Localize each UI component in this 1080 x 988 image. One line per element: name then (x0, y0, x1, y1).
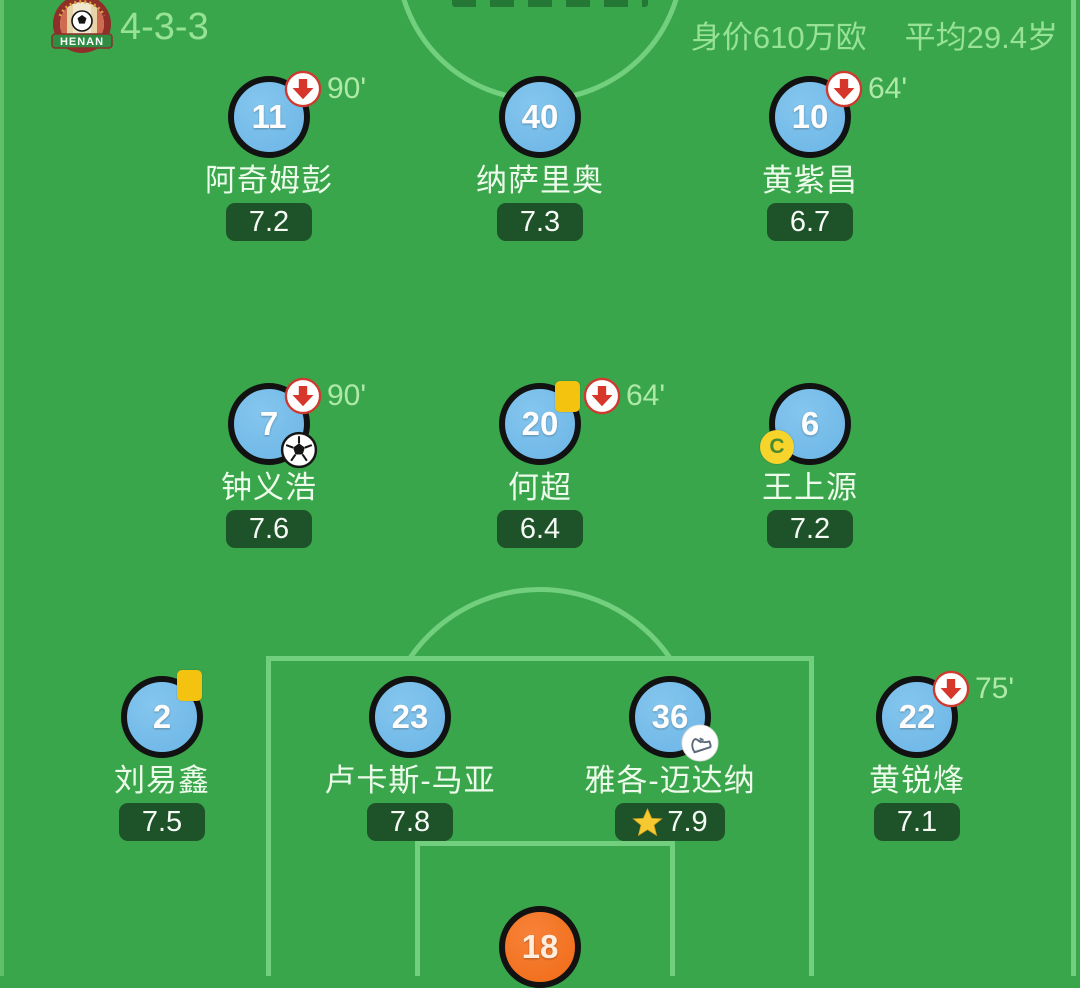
status-badges: 75' (932, 670, 1014, 708)
sub-minute-label: 90' (327, 379, 367, 412)
player-number-circle[interactable]: 40 (499, 76, 581, 158)
motm-star-icon (632, 807, 664, 836)
player-number-circle[interactable]: 22 (876, 676, 958, 758)
left-sideline (0, 0, 4, 976)
rating-value: 6.4 (519, 512, 561, 545)
goal-ball-icon (280, 431, 318, 469)
player-rating-badge: 6.4 (497, 510, 583, 548)
player[interactable]: 23 卢卡斯-马亚 7.8 (310, 676, 510, 841)
logo-team-name: HENAN (60, 36, 104, 48)
player-number: 36 (651, 698, 689, 735)
henan-team-logo[interactable]: HENAN (50, 0, 114, 58)
logo-football-icon (71, 10, 93, 32)
player-name: 黄锐烽 (869, 763, 965, 798)
player-rating-badge: 7.1 (874, 803, 960, 841)
player-number-circle[interactable]: 23 (369, 676, 451, 758)
yellow-card-icon (177, 670, 202, 701)
rating-value: 7.8 (389, 805, 431, 838)
player-name: 钟义浩 (221, 470, 317, 505)
player-number: 20 (521, 405, 559, 442)
status-badges: 90' (284, 377, 366, 415)
player-rating-badge: 7.6 (226, 510, 312, 548)
right-sideline (1071, 0, 1076, 976)
logo-stripes (60, 2, 104, 38)
sub-out-icon (284, 70, 322, 108)
rating-value: 7.2 (789, 512, 831, 545)
team-stats: 身价610万欧 平均29.4岁 (691, 12, 1058, 57)
status-badges: 64' (555, 377, 665, 415)
player-name: 刘易鑫 (114, 763, 210, 798)
player-number-circle[interactable]: 18 (499, 906, 581, 988)
player[interactable]: 2 刘易鑫 7.5 (62, 670, 262, 841)
yellow-card-icon (555, 380, 580, 412)
sub-minute-label: 64' (626, 379, 666, 412)
goal-area-line (415, 841, 675, 976)
player-number: 6 (800, 405, 820, 442)
player-number: 2 (152, 698, 172, 735)
player[interactable]: 6 C 王上源 7.2 (710, 383, 910, 548)
player-name: 黄紫昌 (762, 163, 858, 198)
player-name: 王上源 (762, 470, 858, 505)
player[interactable]: 36 雅各-迈达纳 7.9 (570, 676, 770, 841)
player-rating-badge: 6.7 (767, 203, 853, 241)
rating-value: 7.9 (667, 805, 708, 838)
player-rating-badge: 7.2 (767, 510, 853, 548)
sub-minute-label: 75' (975, 672, 1015, 705)
average-age-label: 平均29.4岁 (904, 20, 1058, 55)
logo-gold-arc-text (58, 0, 106, 17)
market-value-label: 身价610万欧 (690, 20, 867, 55)
player-name: 卢卡斯-马亚 (324, 763, 496, 798)
formation-label: 4-3-3 (120, 6, 209, 48)
player-name: 阿奇姆彭 (205, 163, 333, 198)
player[interactable]: 75' 22 黄锐烽 7.1 (817, 670, 1017, 841)
cropped-title-remnant (452, 0, 648, 7)
captain-badge: C (760, 430, 794, 464)
sub-minute-label: 90' (327, 72, 367, 105)
player[interactable]: 90' 7 钟义浩 7.6 (169, 377, 369, 548)
rating-value: 7.6 (248, 512, 290, 545)
player-rating-badge: 7.8 (367, 803, 453, 841)
player[interactable]: 18 (440, 906, 640, 988)
player-number: 23 (391, 698, 429, 735)
status-badges: 90' (284, 70, 366, 108)
sub-out-icon (825, 70, 863, 108)
player-number-circle[interactable]: 20 (499, 383, 581, 465)
status-badges (177, 670, 202, 701)
player-number: 22 (898, 698, 936, 735)
player[interactable]: 40 纳萨里奥 7.3 (440, 76, 640, 241)
rating-value: 7.3 (519, 205, 561, 238)
player-rating-badge: 7.3 (497, 203, 583, 241)
penalty-box-line (266, 656, 814, 976)
sub-out-icon (932, 670, 970, 708)
player-number: 7 (259, 405, 279, 442)
player-name: 何超 (508, 470, 572, 505)
player-number: 10 (791, 98, 829, 135)
player[interactable]: 64' 10 黄紫昌 6.7 (710, 70, 910, 241)
rating-value: 7.2 (248, 205, 290, 238)
player-rating-badge: 7.5 (119, 803, 205, 841)
sub-minute-label: 64' (868, 72, 908, 105)
player-name: 纳萨里奥 (476, 163, 604, 198)
player-number: 40 (521, 98, 559, 135)
player-rating-badge: 7.2 (226, 203, 312, 241)
assist-boot-icon (681, 724, 719, 762)
player-number: 18 (521, 928, 559, 965)
sub-out-icon (284, 377, 322, 415)
status-badges: 64' (825, 70, 907, 108)
player-number: 11 (251, 98, 287, 135)
rating-value: 7.1 (896, 805, 938, 838)
rating-value: 6.7 (789, 205, 831, 238)
sub-out-icon (583, 377, 621, 415)
player-name: 雅各-迈达纳 (584, 763, 756, 798)
player[interactable]: 90' 11 阿奇姆彭 7.2 (169, 70, 369, 241)
player[interactable]: 64' 20 何超 6.4 (440, 377, 665, 548)
player-rating-badge: 7.9 (615, 803, 725, 841)
rating-value: 7.5 (141, 805, 183, 838)
player-number-circle[interactable]: 36 (629, 676, 711, 758)
